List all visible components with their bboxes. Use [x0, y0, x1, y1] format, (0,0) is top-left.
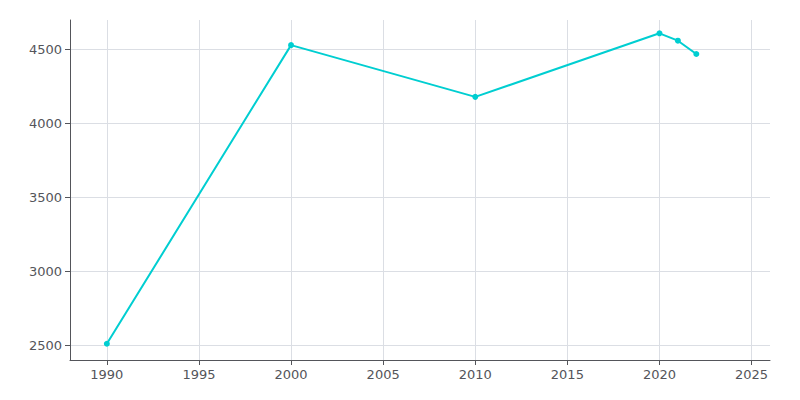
svg-text:3000: 3000 [29, 264, 62, 279]
svg-text:2025: 2025 [735, 367, 768, 382]
svg-text:2500: 2500 [29, 338, 62, 353]
svg-text:1990: 1990 [90, 367, 123, 382]
svg-text:4000: 4000 [29, 116, 62, 131]
svg-text:1995: 1995 [182, 367, 215, 382]
svg-text:2010: 2010 [459, 367, 492, 382]
svg-text:2000: 2000 [275, 367, 308, 382]
svg-text:2020: 2020 [643, 367, 676, 382]
svg-text:2005: 2005 [367, 367, 400, 382]
svg-text:3500: 3500 [29, 190, 62, 205]
svg-text:2015: 2015 [551, 367, 584, 382]
svg-text:4500: 4500 [29, 42, 62, 57]
